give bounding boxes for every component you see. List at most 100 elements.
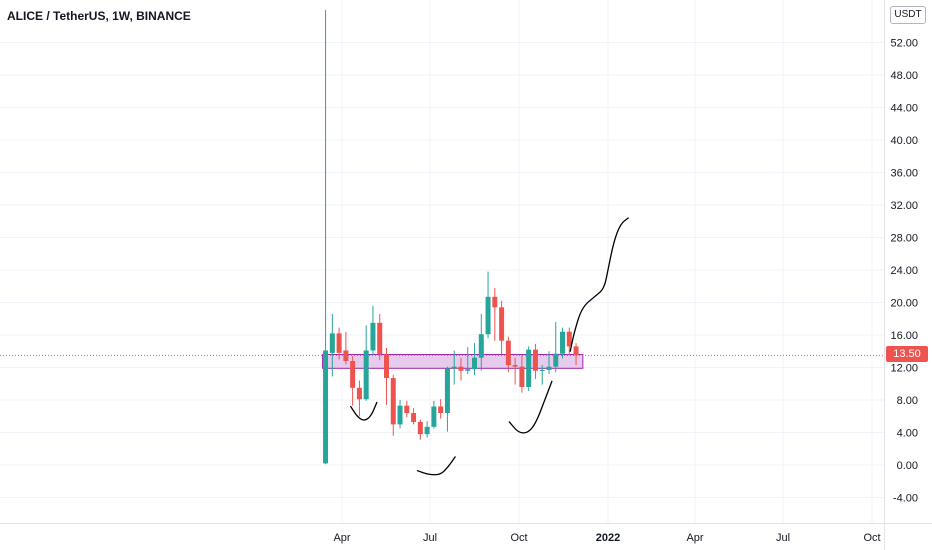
y-tick-label: 40.00 bbox=[890, 135, 918, 147]
candle bbox=[377, 313, 383, 361]
candle-body bbox=[458, 366, 464, 371]
candle-body bbox=[451, 366, 457, 369]
y-tick-label: 36.00 bbox=[890, 168, 918, 180]
hand-drawings bbox=[350, 217, 629, 476]
candle-body bbox=[512, 365, 518, 367]
candle-body bbox=[444, 368, 450, 413]
y-tick-label: 28.00 bbox=[890, 233, 918, 245]
candle bbox=[343, 331, 349, 365]
candle bbox=[465, 347, 471, 374]
candle-body bbox=[465, 369, 471, 371]
candle bbox=[370, 305, 376, 356]
candle-body bbox=[390, 378, 396, 425]
x-tick-label: Apr bbox=[686, 532, 703, 544]
candle-body bbox=[566, 331, 572, 347]
candle-body bbox=[383, 354, 389, 379]
candle bbox=[553, 322, 559, 373]
candle-body bbox=[404, 405, 410, 413]
candle bbox=[444, 366, 450, 432]
currency-unit-badge[interactable]: USDT bbox=[890, 6, 926, 24]
candle bbox=[323, 10, 329, 465]
candle bbox=[411, 408, 417, 425]
candle bbox=[505, 336, 511, 373]
candle-body bbox=[397, 405, 403, 425]
drawing-curve bbox=[350, 401, 378, 421]
x-tick-label: Oct bbox=[510, 532, 527, 544]
candle bbox=[383, 348, 389, 405]
candle-body bbox=[417, 421, 423, 435]
y-tick-label: 20.00 bbox=[890, 298, 918, 310]
y-tick-label: 24.00 bbox=[890, 265, 918, 277]
candle-body bbox=[478, 334, 484, 358]
candle-body bbox=[438, 406, 444, 413]
candle bbox=[356, 380, 362, 417]
candle bbox=[424, 421, 430, 438]
candle bbox=[363, 325, 369, 401]
candle-body bbox=[377, 322, 383, 355]
candle bbox=[560, 327, 566, 359]
candle bbox=[451, 350, 457, 385]
candle bbox=[438, 399, 444, 419]
candle-body bbox=[343, 350, 349, 361]
y-tick-label: 0.00 bbox=[897, 460, 918, 472]
candle-body bbox=[485, 296, 491, 335]
candle bbox=[512, 357, 518, 385]
x-tick-label: Jul bbox=[423, 532, 437, 544]
candle-body bbox=[553, 353, 559, 367]
candle-body bbox=[431, 406, 437, 427]
candle-body bbox=[329, 333, 335, 353]
candle-body bbox=[519, 366, 525, 387]
candle bbox=[350, 356, 356, 406]
candle-body bbox=[424, 426, 430, 435]
candle-body bbox=[370, 322, 376, 351]
candle-body bbox=[539, 369, 545, 371]
last-price-label: 13.50 bbox=[886, 346, 928, 362]
candle bbox=[499, 300, 505, 355]
drawing-curve bbox=[416, 456, 456, 476]
candle bbox=[526, 346, 532, 392]
candle bbox=[472, 343, 478, 375]
candle bbox=[492, 287, 498, 341]
candle bbox=[404, 400, 410, 418]
candle-body bbox=[363, 350, 369, 400]
y-tick-label: 48.00 bbox=[890, 70, 918, 82]
candle-body bbox=[472, 357, 478, 370]
candle bbox=[566, 327, 572, 356]
candle-body bbox=[323, 350, 329, 464]
candle bbox=[532, 343, 538, 379]
candle-body bbox=[356, 387, 362, 400]
candle-body bbox=[560, 331, 566, 354]
candle-body bbox=[499, 307, 505, 341]
y-tick-label: 4.00 bbox=[897, 428, 918, 440]
y-tick-label: 52.00 bbox=[890, 38, 918, 50]
candle bbox=[519, 355, 525, 393]
candle-body bbox=[573, 346, 579, 356]
x-tick-label: Oct bbox=[863, 532, 880, 544]
drawing-curve bbox=[508, 380, 553, 434]
candle bbox=[458, 357, 464, 381]
candle bbox=[485, 271, 491, 339]
support-zone bbox=[0, 354, 884, 369]
x-tick-label: Apr bbox=[333, 532, 350, 544]
candle-body bbox=[492, 296, 498, 308]
y-tick-label: 32.00 bbox=[890, 200, 918, 212]
candle bbox=[329, 313, 335, 377]
candle-body bbox=[526, 349, 532, 387]
candle bbox=[390, 374, 396, 436]
support-zone-rect bbox=[322, 354, 584, 369]
candle-body bbox=[350, 361, 356, 388]
candle bbox=[417, 419, 423, 440]
grid bbox=[0, 0, 884, 523]
y-tick-label: -4.00 bbox=[893, 493, 918, 505]
x-tick-label: 2022 bbox=[596, 532, 620, 544]
y-tick-label: 44.00 bbox=[890, 103, 918, 115]
y-tick-label: 8.00 bbox=[897, 395, 918, 407]
candle bbox=[546, 351, 552, 374]
candle bbox=[431, 400, 437, 429]
candle-body bbox=[532, 349, 538, 371]
candle-body bbox=[505, 340, 511, 366]
y-tick-label: 12.00 bbox=[890, 363, 918, 375]
chart-title: ALICE / TetherUS, 1W, BINANCE bbox=[7, 9, 191, 23]
